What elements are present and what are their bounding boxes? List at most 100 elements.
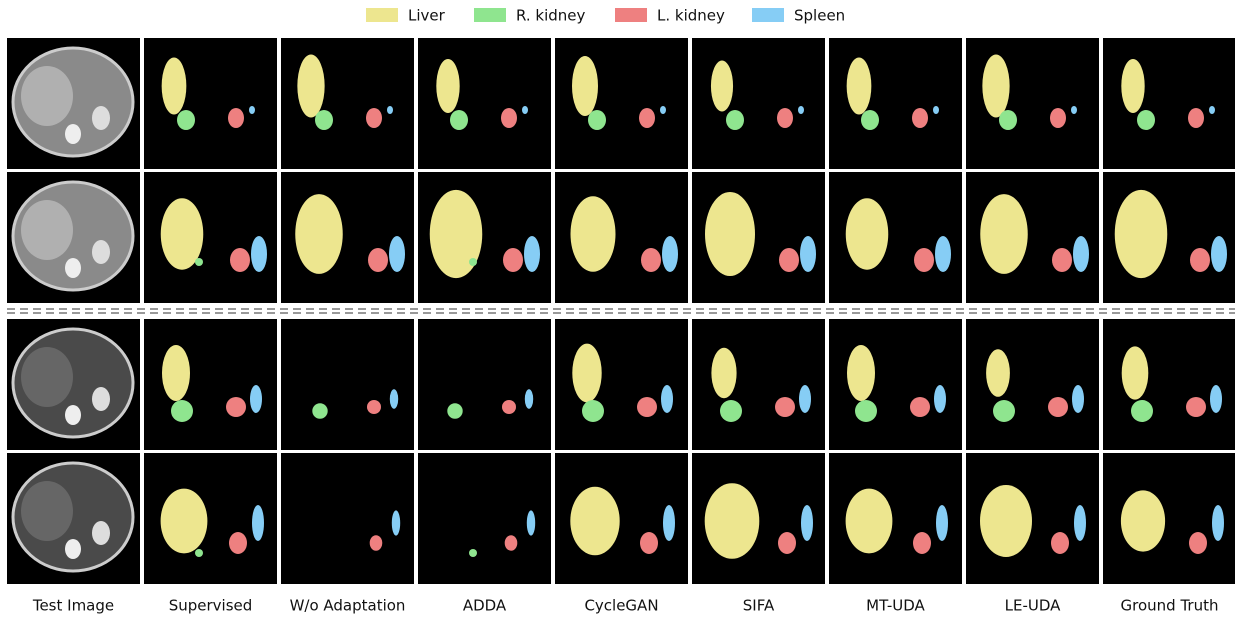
r-kidney-region	[999, 110, 1017, 130]
r-kidney-region	[855, 400, 877, 422]
legend-swatch	[474, 8, 506, 22]
panel	[829, 319, 962, 450]
spleen-region	[1073, 236, 1089, 272]
organ-scan	[21, 347, 73, 407]
legend-swatch	[366, 8, 398, 22]
panel	[281, 172, 414, 303]
spleen-region	[801, 505, 813, 541]
spleen-region	[522, 106, 528, 114]
l-kidney-region	[1050, 108, 1066, 128]
l-kidney-region	[367, 400, 381, 414]
l-kidney-region	[641, 248, 661, 272]
l-kidney-region	[228, 108, 244, 128]
organ-scan	[21, 200, 73, 260]
panel	[281, 319, 414, 450]
r-kidney-region	[171, 400, 193, 422]
panel	[829, 38, 962, 169]
l-kidney-region	[1051, 532, 1069, 554]
liver-region	[1121, 346, 1149, 400]
panel	[966, 38, 1099, 169]
organ-scan	[21, 66, 73, 126]
spleen-region	[389, 389, 399, 409]
panel-background	[692, 38, 825, 169]
l-kidney-region	[503, 248, 523, 272]
kidney-scan	[92, 106, 110, 130]
column-label: MT-UDA	[866, 597, 925, 615]
panel	[144, 172, 277, 303]
liver-region	[162, 345, 190, 401]
panel	[966, 319, 1099, 450]
spine-scan	[65, 258, 81, 278]
spleen-region	[800, 236, 816, 272]
column-label: Ground Truth	[1121, 597, 1219, 615]
spleen-region	[1072, 385, 1084, 413]
l-kidney-region	[366, 108, 382, 128]
liver-region	[572, 343, 602, 403]
liver-region	[160, 198, 204, 270]
spleen-region	[1071, 106, 1077, 114]
column-label: ADDA	[463, 597, 507, 615]
liver-region	[160, 488, 208, 554]
panel	[555, 172, 688, 303]
panel-background	[1103, 38, 1235, 169]
panel	[966, 172, 1099, 303]
spleen-region	[934, 385, 946, 413]
spleen-region	[798, 106, 804, 114]
r-kidney-region	[447, 403, 463, 419]
spleen-region	[524, 236, 540, 272]
spleen-region	[936, 505, 948, 541]
kidney-scan	[92, 521, 110, 545]
l-kidney-region	[1186, 397, 1206, 417]
panel-background	[281, 453, 414, 584]
liver-region	[704, 483, 760, 559]
panel	[692, 319, 825, 450]
spleen-region	[387, 106, 393, 114]
l-kidney-region	[1052, 248, 1072, 272]
panel	[418, 319, 551, 450]
r-kidney-region	[861, 110, 879, 130]
spleen-region	[799, 385, 811, 413]
panel	[281, 38, 414, 169]
column-label: SIFA	[743, 597, 775, 615]
column-label: Test Image	[32, 597, 114, 615]
spleen-region	[389, 236, 405, 272]
spine-scan	[65, 124, 81, 144]
r-kidney-region	[726, 110, 744, 130]
l-kidney-region	[504, 535, 518, 551]
legend-label: R. kidney	[516, 7, 586, 25]
r-kidney-region	[469, 549, 477, 557]
panel-background	[144, 38, 277, 169]
liver-region	[572, 56, 598, 116]
spleen-region	[526, 510, 536, 536]
panel-background	[418, 38, 551, 169]
l-kidney-region	[637, 397, 657, 417]
spleen-region	[250, 385, 262, 413]
r-kidney-region	[315, 110, 333, 130]
spleen-region	[660, 106, 666, 114]
l-kidney-region	[501, 108, 517, 128]
column-label: W/o Adaptation	[290, 597, 406, 615]
liver-region	[161, 57, 187, 115]
r-kidney-region	[469, 258, 477, 266]
liver-region	[1114, 189, 1168, 279]
liver-region	[570, 486, 620, 556]
column-label: LE-UDA	[1005, 597, 1062, 615]
liver-region	[846, 57, 872, 115]
r-kidney-region	[195, 258, 203, 266]
panel	[692, 453, 825, 584]
l-kidney-region	[1189, 532, 1207, 554]
liver-region	[297, 54, 325, 118]
panel-background	[1103, 319, 1235, 450]
panel	[7, 38, 140, 169]
r-kidney-region	[588, 110, 606, 130]
spleen-region	[661, 385, 673, 413]
spleen-region	[249, 106, 255, 114]
kidney-scan	[92, 240, 110, 264]
l-kidney-region	[1188, 108, 1204, 128]
panel	[7, 319, 140, 450]
panel-background	[281, 319, 414, 450]
liver-region	[705, 192, 755, 276]
l-kidney-region	[775, 397, 795, 417]
column-label: CycleGAN	[584, 597, 658, 615]
l-kidney-region	[778, 532, 796, 554]
